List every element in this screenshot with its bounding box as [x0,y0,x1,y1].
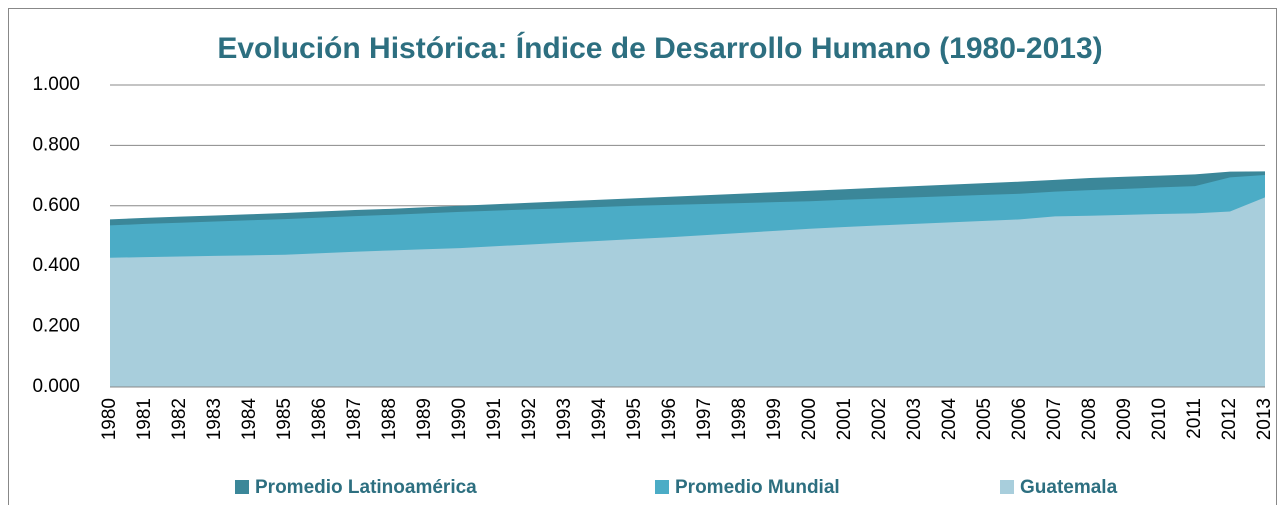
chart-title: Evolución Histórica: Índice de Desarroll… [217,31,1102,65]
x-tick-label: 1995 [624,398,645,440]
x-tick-label: 2005 [974,398,995,440]
x-tick-label: 2003 [904,398,925,440]
y-tick-label: 0.800 [32,134,80,155]
x-tick-label: 1982 [169,398,190,440]
x-tick-label: 2008 [1079,398,1100,440]
x-tick-label: 1983 [204,398,225,440]
x-tick-label: 1999 [764,398,785,440]
legend-label: Promedio Mundial [675,477,840,498]
x-tick-label: 2007 [1044,398,1065,440]
y-tick-label: 0.200 [32,316,80,337]
x-tick-label: 1989 [414,398,435,440]
x-tick-label: 1984 [239,398,260,441]
x-tick-label: 2011 [1184,398,1205,439]
x-tick-label: 1997 [694,398,715,440]
x-tick-label: 1992 [519,398,540,440]
x-tick-label: 2013 [1254,398,1275,440]
y-tick-label: 0.000 [32,376,80,397]
x-tick-label: 2004 [939,398,960,441]
x-tick-label: 2002 [869,398,890,440]
x-tick-label: 1993 [554,398,575,440]
area [110,197,1265,387]
x-tick-label: 1991 [484,398,505,440]
legend-label: Guatemala [1020,477,1118,498]
x-tick-label: 2012 [1219,398,1240,440]
legend-swatch [1000,480,1014,494]
x-tick-label: 1987 [344,398,365,440]
x-tick-label: 2001 [834,398,855,440]
x-tick-label: 1990 [449,398,470,440]
y-tick-label: 0.600 [32,195,80,216]
legend-swatch [655,480,669,494]
x-tick-label: 2009 [1114,398,1135,440]
frame [8,8,1277,505]
x-tick-label: 1981 [134,398,155,440]
x-tick-label: 1988 [379,398,400,440]
legend-swatch [235,480,249,494]
x-tick-label: 1986 [309,398,330,440]
x-tick-label: 1980 [99,398,120,440]
x-tick-label: 2006 [1009,398,1030,440]
x-tick-label: 1994 [589,398,610,441]
y-tick-label: 0.400 [32,255,80,276]
x-tick-label: 1998 [729,398,750,440]
x-tick-label: 2010 [1149,398,1170,440]
y-tick-label: 1.000 [32,74,80,95]
x-tick-label: 1996 [659,398,680,440]
x-tick-label: 2000 [799,398,820,440]
legend-label: Promedio Latinoamérica [255,477,477,498]
x-tick-label: 1985 [274,398,295,440]
